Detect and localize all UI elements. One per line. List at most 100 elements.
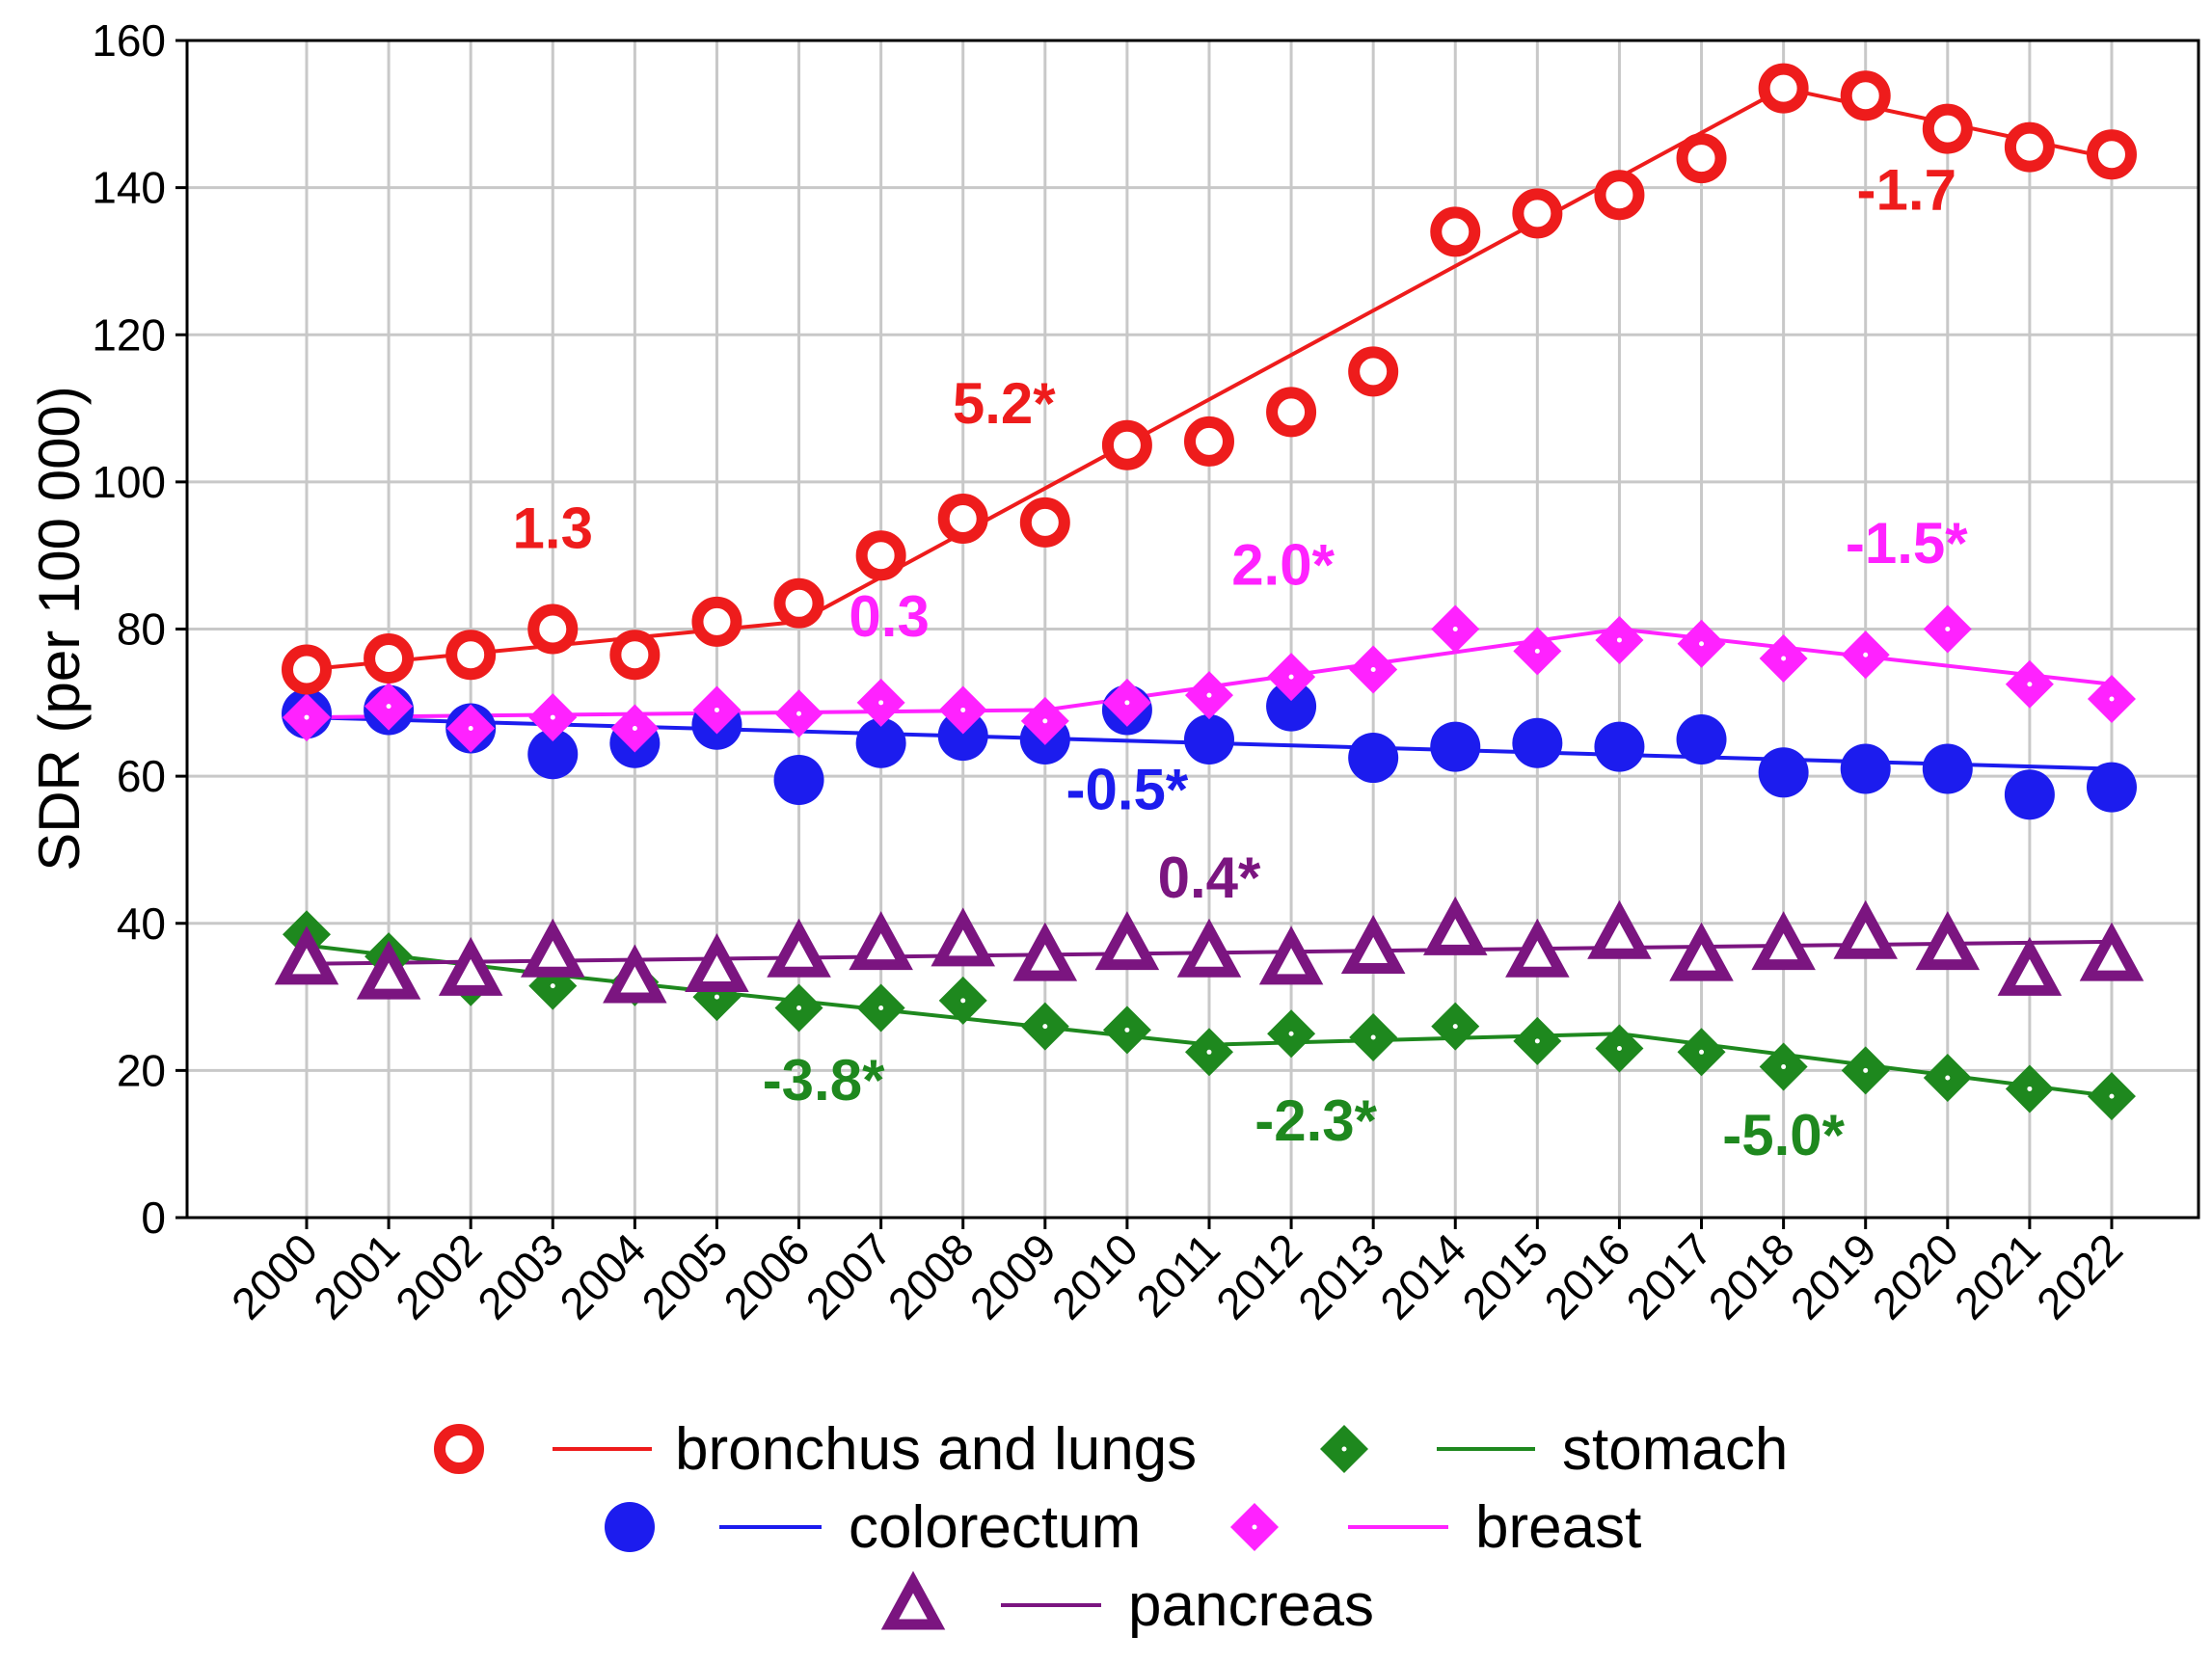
point-breast-center	[878, 700, 884, 706]
point-bronchus-and-lungs	[527, 604, 579, 655]
point-bronchus-and-lungs	[1430, 206, 1481, 257]
point-colorectum	[2086, 762, 2137, 813]
point-bronchus-and-lungs	[282, 644, 332, 695]
annotation-colorectum: -0.5*	[1066, 757, 1189, 821]
point-breast-center	[1699, 641, 1705, 647]
point-stomach-center	[1370, 1034, 1376, 1040]
point-bronchus-and-lungs	[1348, 346, 1399, 397]
point-stomach-center	[1206, 1049, 1212, 1055]
point-bronchus-and-lungs	[1266, 387, 1317, 438]
annotation-pancreas: 0.4*	[1158, 845, 1261, 910]
point-bronchus-and-lungs	[1922, 103, 1973, 154]
legend-marker-stomach-center	[1341, 1446, 1347, 1452]
legend-item-stomach: stomach	[1320, 1416, 1788, 1483]
annotation-stomach: -3.8*	[763, 1048, 885, 1113]
annotation-bronchus-and-lungs: 5.2*	[953, 371, 1056, 436]
point-bronchus-and-lungs	[609, 630, 661, 681]
point-pancreas	[356, 940, 421, 1000]
point-breast-center	[1863, 652, 1869, 657]
y-tick-label: 60	[117, 751, 166, 801]
y-tick-label: 100	[92, 457, 166, 507]
legend-label-breast: breast	[1475, 1494, 1641, 1561]
y-tick-label: 120	[92, 309, 166, 360]
point-bronchus-and-lungs	[1512, 188, 1563, 239]
point-stomach-center	[550, 983, 555, 989]
legend-item-colorectum: colorectum	[605, 1494, 1141, 1561]
y-tick-label: 80	[117, 604, 166, 655]
point-colorectum	[1676, 713, 1727, 764]
point-breast-center	[1124, 700, 1130, 706]
point-bronchus-and-lungs	[855, 530, 906, 581]
point-pancreas	[1505, 918, 1570, 978]
y-tick-label: 160	[92, 15, 166, 66]
point-breast-center	[714, 707, 719, 712]
legend-label-stomach: stomach	[1562, 1416, 1788, 1483]
annotations: 1.3 5.2* -1.7 0.3 2.0* -1.5* -0.5* 0.4* -3.8* -2.…	[513, 158, 1969, 1168]
point-stomach-center	[1124, 1027, 1130, 1033]
point-breast-center	[1781, 656, 1787, 661]
point-stomach-center	[1452, 1024, 1458, 1030]
series-breast	[283, 604, 2136, 753]
point-pancreas	[1833, 899, 1898, 959]
point-stomach-center	[714, 994, 719, 1000]
y-tick-label: 140	[92, 163, 166, 213]
point-pancreas	[1094, 911, 1160, 971]
point-pancreas	[1997, 936, 2063, 996]
series-bronchus-and-lungs	[282, 63, 2137, 695]
annotation-stomach: -5.0*	[1722, 1103, 1845, 1167]
y-tick-label: 40	[117, 899, 166, 949]
point-pancreas	[1258, 925, 1324, 985]
point-breast-center	[1206, 692, 1212, 698]
point-breast-center	[1945, 627, 1951, 631]
point-colorectum	[1758, 747, 1809, 798]
point-pancreas	[931, 907, 995, 967]
point-bronchus-and-lungs	[1101, 419, 1152, 470]
legend-marker-pancreas	[880, 1570, 946, 1630]
point-breast-center	[1370, 666, 1376, 672]
point-colorectum	[1840, 743, 1891, 794]
point-colorectum	[1512, 717, 1563, 768]
legend-item-breast: breast	[1230, 1494, 1641, 1561]
point-stomach-center	[1042, 1024, 1048, 1030]
point-colorectum	[1348, 733, 1399, 784]
annotation-stomach: -2.3*	[1254, 1088, 1377, 1153]
point-colorectum	[937, 711, 988, 762]
point-stomach-center	[878, 1006, 884, 1011]
point-bronchus-and-lungs	[1594, 170, 1645, 221]
annotation-breast: 2.0*	[1231, 533, 1335, 598]
annotation-breast: 0.3	[849, 584, 929, 649]
annotation-bronchus-and-lungs: -1.7	[1857, 158, 1956, 223]
annotation-breast: -1.5*	[1846, 511, 1968, 576]
legend: bronchus and lungs stomach colorectum breas…	[434, 1416, 1788, 1639]
point-pancreas	[1915, 911, 1981, 971]
point-breast-center	[2027, 682, 2033, 687]
point-bronchus-and-lungs	[2086, 129, 2137, 180]
point-breast-center	[2109, 696, 2115, 702]
point-bronchus-and-lungs	[364, 633, 415, 684]
point-breast-center	[1042, 718, 1048, 724]
point-stomach-center	[2027, 1086, 2033, 1091]
point-pancreas	[1751, 911, 1816, 971]
point-colorectum	[2004, 769, 2055, 820]
point-colorectum	[1430, 721, 1481, 772]
legend-marker-breast-center	[1252, 1524, 1257, 1530]
point-stomach-center	[1863, 1067, 1869, 1073]
point-pancreas	[2079, 922, 2145, 981]
legend-marker-bronchus-and-lungs	[434, 1424, 484, 1474]
point-pancreas	[1176, 918, 1242, 978]
y-axis-title: SDR (per 100 000)	[27, 386, 92, 872]
point-pancreas	[767, 918, 831, 978]
point-breast-center	[1534, 648, 1540, 654]
point-bronchus-and-lungs	[1019, 496, 1070, 548]
point-bronchus-and-lungs	[691, 596, 742, 647]
annotation-bronchus-and-lungs: 1.3	[513, 496, 593, 561]
series-pancreas	[274, 896, 2145, 1004]
point-bronchus-and-lungs	[445, 630, 497, 681]
legend-marker-colorectum	[605, 1502, 655, 1552]
y-axis: 0 20 40 60 80 100 120 140 160	[92, 15, 187, 1243]
point-colorectum	[773, 754, 824, 805]
point-stomach-center	[1534, 1038, 1540, 1044]
legend-label-pancreas: pancreas	[1128, 1572, 1374, 1639]
point-stomach-center	[960, 998, 966, 1004]
point-breast-center	[1288, 674, 1294, 680]
